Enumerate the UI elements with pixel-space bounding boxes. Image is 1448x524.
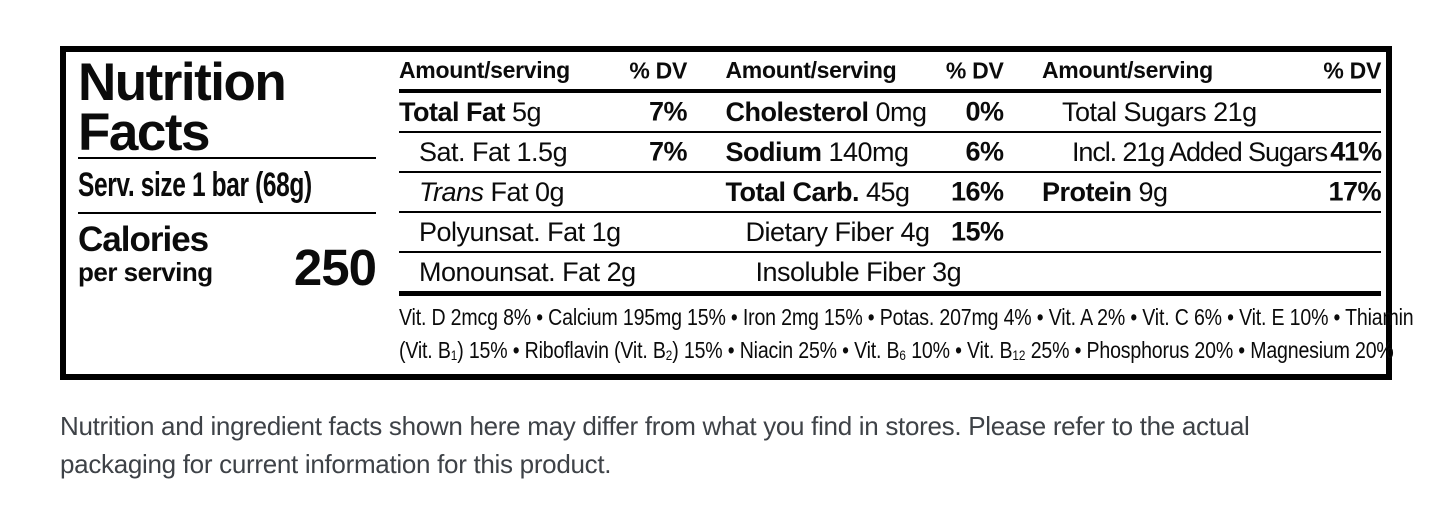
title-line-2: Facts	[78, 103, 210, 162]
nutrients-table: Amount/serving % DV Amount/serving % DV …	[399, 52, 1414, 370]
cell-sat-fat: Sat. Fat 1.5g 7%	[399, 133, 688, 171]
nutrient-name: Trans Fat 0g	[419, 176, 565, 207]
nutrient-name: Sat. Fat 1.5g	[419, 136, 568, 167]
nutrient-dv: 6%	[965, 136, 1004, 167]
title-line-1: Nutrition	[78, 53, 287, 112]
divider	[78, 212, 376, 214]
cell-total-fat: Total Fat 5g 7%	[399, 93, 688, 131]
nutrient-dv: 16%	[950, 176, 1004, 207]
nutrient-dv: 0%	[965, 96, 1004, 127]
disclaimer-text: Nutrition and ingredient facts shown her…	[60, 407, 1250, 483]
header-cell-2: Amount/serving % DV	[726, 52, 1004, 89]
cell-polyunsat-fat: Polyunsat. Fat 1g	[399, 213, 687, 251]
percent-dv-header: % DV	[629, 57, 687, 83]
amount-serving-header: Amount/serving	[1042, 57, 1213, 83]
cell-cholesterol: Cholesterol 0mg 0%	[725, 93, 1005, 131]
nutrient-name: Total Carb. 45g	[725, 176, 911, 207]
nutrient-name: Total Sugars 21g	[1062, 96, 1257, 127]
nutrient-dv: 41%	[1330, 136, 1382, 167]
nutrient-name: Monounsat. Fat 2g	[419, 256, 636, 287]
calories-value: 250	[293, 239, 377, 296]
nutrient-dv: 15%	[950, 216, 1004, 247]
percent-dv-header: % DV	[1323, 57, 1381, 83]
disclaimer-line-2: packaging for current information for th…	[60, 449, 612, 479]
calories-block: Calories per serving 250	[78, 222, 377, 296]
nutrition-facts-title: Nutrition Facts	[78, 53, 287, 162]
micronutrients-line-2: (Vit. B1) 15% • Riboflavin (Vit. B2) 15%…	[399, 337, 1394, 364]
cell-total-sugars: Total Sugars 21g	[1042, 93, 1381, 131]
micronutrients-line-1: Vit. D 2mcg 8% • Calcium 195mg 15% • Iro…	[399, 304, 1414, 330]
table-row: Sat. Fat 1.5g 7% Sodium 140mg 6% Incl. 2…	[399, 133, 1382, 173]
disclaimer-line-1: Nutrition and ingredient facts shown her…	[60, 411, 1250, 441]
table-row: Monounsat. Fat 2g Insoluble Fiber 3g	[399, 253, 1381, 291]
calories-label: Calories	[78, 220, 209, 259]
divider	[78, 157, 376, 159]
nutrient-name: Sodium 140mg	[725, 136, 910, 167]
nutrition-facts-label: Nutrition Facts Serv. size 1 bar (68g) C…	[60, 46, 1414, 380]
nutrient-dv: 17%	[1328, 176, 1381, 207]
table-row: Trans Fat 0g Total Carb. 45g 16% Protein…	[399, 173, 1381, 213]
table-row: Total Fat 5g 7% Cholesterol 0mg 0% Total…	[399, 93, 1381, 133]
serving-size: Serv. size 1 bar (68g)	[78, 166, 312, 204]
table-header-row: Amount/serving % DV Amount/serving % DV …	[399, 52, 1381, 93]
cell-empty	[1042, 213, 1381, 251]
table-row: Polyunsat. Fat 1g Dietary Fiber 4g 15%	[399, 213, 1381, 253]
cell-monounsat-fat: Monounsat. Fat 2g	[399, 253, 687, 291]
micronutrients-footnote: Vit. D 2mcg 8% • Calcium 195mg 15% • Iro…	[399, 291, 1414, 370]
nutrient-name: Insoluble Fiber 3g	[755, 256, 962, 287]
cell-trans-fat: Trans Fat 0g	[399, 173, 687, 211]
header-cell-1: Amount/serving % DV	[399, 52, 687, 89]
nutrient-dv: 7%	[648, 136, 688, 167]
cell-total-carb: Total Carb. 45g 16%	[726, 173, 1004, 211]
nutrient-name: Dietary Fiber 4g	[745, 216, 931, 247]
label-left-panel: Nutrition Facts Serv. size 1 bar (68g) C…	[78, 52, 377, 374]
nutrient-name: Polyunsat. Fat 1g	[419, 216, 621, 247]
cell-insoluble-fiber: Insoluble Fiber 3g	[726, 253, 1004, 291]
cell-protein: Protein 9g 17%	[1042, 173, 1381, 211]
percent-dv-header: % DV	[945, 57, 1004, 83]
amount-serving-header: Amount/serving	[725, 57, 897, 83]
nutrient-name: Incl. 21g Added Sugars	[1072, 136, 1328, 167]
nutrient-dv: 7%	[648, 96, 688, 127]
cell-dietary-fiber: Dietary Fiber 4g 15%	[726, 213, 1004, 251]
cell-sodium: Sodium 140mg 6%	[725, 133, 1005, 171]
amount-serving-header: Amount/serving	[399, 57, 570, 83]
header-cell-3: Amount/serving % DV	[1042, 52, 1381, 89]
cell-added-sugars: Incl. 21g Added Sugars 41%	[1042, 133, 1382, 171]
calories-sublabel: per serving	[78, 257, 213, 287]
nutrient-name: Protein 9g	[1042, 176, 1168, 207]
calories-labels: Calories per serving	[78, 222, 213, 288]
cell-empty	[1042, 253, 1381, 291]
nutrient-name: Cholesterol 0mg	[725, 96, 928, 127]
nutrient-name: Total Fat 5g	[399, 96, 542, 127]
